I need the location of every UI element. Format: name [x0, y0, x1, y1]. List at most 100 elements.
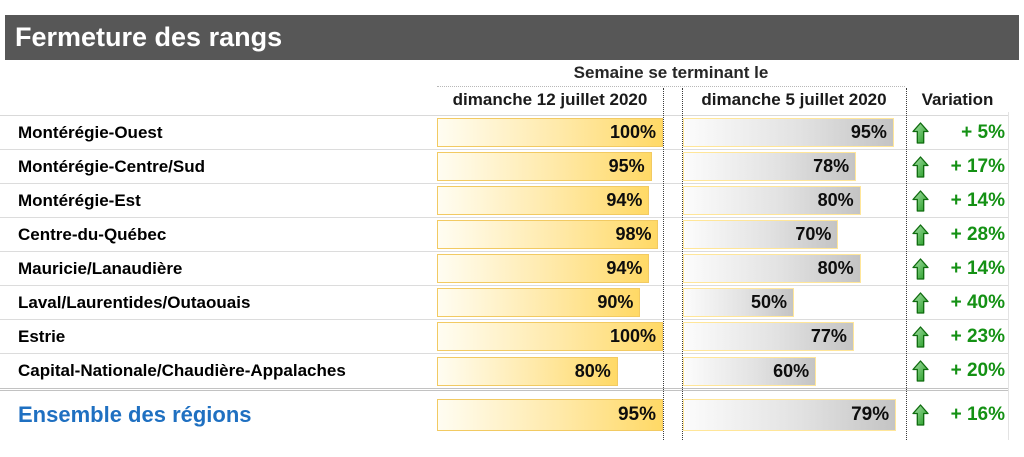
current-week-cell: 90% — [437, 286, 663, 319]
green-up-arrow-icon — [912, 291, 929, 314]
region-label: Montérégie-Est — [18, 190, 141, 210]
previous-week-databar: 77% — [683, 322, 854, 351]
table-right-border — [1008, 112, 1009, 440]
current-week-value: 95% — [617, 403, 656, 425]
previous-week-databar: 78% — [683, 152, 857, 181]
table-row: Montérégie-Centre/Sud 95% 78% — [0, 150, 1009, 184]
previous-week-cell: 80% — [683, 184, 905, 217]
current-week-value: 95% — [608, 156, 645, 176]
previous-week-value: 50% — [750, 292, 787, 312]
current-week-cell: 95% — [437, 391, 663, 438]
previous-week-cell: 78% — [683, 150, 905, 183]
column-header-previous-week: dimanche 5 juillet 2020 — [701, 90, 887, 109]
week-group-header: Semaine se terminant le — [437, 63, 905, 87]
current-week-cell: 100% — [437, 116, 663, 149]
table-row: Mauricie/Lanaudière 94% 80% — [0, 252, 1009, 286]
column-header-variation: Variation — [921, 90, 994, 109]
current-week-databar: 95% — [437, 152, 652, 181]
variation-cell: + 16% — [909, 391, 1009, 438]
previous-week-databar: 60% — [683, 356, 817, 386]
previous-week-value: 80% — [817, 258, 854, 278]
region-label: Montérégie-Ouest — [18, 122, 163, 142]
current-week-value: 100% — [609, 122, 656, 142]
variation-value: + 28% — [950, 223, 1005, 245]
variation-value: + 40% — [950, 291, 1005, 313]
variation-cell: + 5% — [909, 116, 1009, 149]
region-label: Laval/Laurentides/Outaouais — [18, 292, 251, 312]
current-week-value: 94% — [606, 258, 643, 278]
previous-week-databar: 80% — [683, 186, 861, 215]
current-week-cell: 94% — [437, 252, 663, 285]
green-up-arrow-icon — [912, 155, 929, 178]
table-row: Montérégie-Ouest 100% 95% — [0, 116, 1009, 150]
previous-week-value: 95% — [850, 122, 887, 142]
variation-cell: + 17% — [909, 150, 1009, 183]
previous-week-cell: 95% — [683, 116, 905, 149]
region-label: Estrie — [18, 326, 66, 346]
current-week-databar: 94% — [437, 186, 650, 215]
previous-week-cell: 79% — [683, 391, 905, 438]
previous-week-databar: 50% — [683, 288, 794, 317]
current-week-databar: 100% — [437, 118, 663, 147]
region-label: Mauricie/Lanaudière — [18, 258, 183, 278]
previous-week-value: 80% — [817, 190, 854, 210]
variation-value: + 20% — [950, 360, 1005, 381]
variation-cell: + 40% — [909, 286, 1009, 319]
current-week-value: 90% — [597, 292, 634, 312]
variation-cell: + 28% — [909, 218, 1009, 251]
previous-week-cell: 77% — [683, 320, 905, 353]
previous-week-databar: 95% — [683, 118, 894, 147]
variation-cell: + 20% — [909, 354, 1009, 388]
previous-week-databar: 80% — [683, 254, 861, 283]
column-header-current-week: dimanche 12 juillet 2020 — [452, 90, 648, 109]
previous-week-cell: 70% — [683, 218, 905, 251]
current-week-value: 100% — [609, 326, 656, 346]
current-week-databar: 95% — [437, 398, 663, 431]
region-label: Montérégie-Centre/Sud — [18, 156, 206, 176]
current-week-cell: 100% — [437, 320, 663, 353]
region-label: Centre-du-Québec — [18, 224, 167, 244]
variation-cell: + 14% — [909, 252, 1009, 285]
previous-week-value: 78% — [813, 156, 850, 176]
green-up-arrow-icon — [912, 121, 929, 144]
current-week-databar: 94% — [437, 254, 650, 283]
table-row: Estrie 100% 77% + 23% — [0, 320, 1009, 354]
region-label: Ensemble des régions — [18, 401, 252, 427]
green-up-arrow-icon — [912, 223, 929, 246]
page-title: Fermeture des rangs — [15, 22, 283, 52]
current-week-value: 98% — [615, 224, 652, 244]
variation-value: + 23% — [950, 325, 1005, 347]
current-week-cell: 94% — [437, 184, 663, 217]
table-row: Centre-du-Québec 98% 70% + — [0, 218, 1009, 252]
current-week-cell: 98% — [437, 218, 663, 251]
current-week-databar: 98% — [437, 220, 659, 249]
previous-week-value: 70% — [795, 224, 832, 244]
title-bar: Fermeture des rangs — [5, 15, 1019, 60]
table-row: Montérégie-Est 94% 80% + 1 — [0, 184, 1009, 218]
region-label: Capital-Nationale/Chaudière-Appalaches — [18, 361, 346, 380]
variation-cell: + 23% — [909, 320, 1009, 353]
current-week-cell: 95% — [437, 150, 663, 183]
current-week-databar: 100% — [437, 322, 663, 351]
variation-value: + 5% — [961, 121, 1005, 143]
table-row: Ensemble des régions 95% 79% — [0, 388, 1009, 438]
previous-week-value: 79% — [851, 403, 890, 425]
previous-week-cell: 50% — [683, 286, 905, 319]
table-row: Capital-Nationale/Chaudière-Appalaches 8… — [0, 354, 1009, 388]
table-row: Laval/Laurentides/Outaouais 90% 50% — [0, 286, 1009, 320]
previous-week-cell: 80% — [683, 252, 905, 285]
previous-week-databar: 79% — [683, 398, 897, 431]
dashed-separator-1 — [663, 88, 664, 440]
previous-week-value: 60% — [773, 360, 810, 381]
current-week-value: 94% — [606, 190, 643, 210]
table-rows: Montérégie-Ouest 100% 95% — [0, 115, 1009, 438]
previous-week-databar: 70% — [683, 220, 839, 249]
green-up-arrow-icon — [912, 403, 929, 426]
green-up-arrow-icon — [912, 360, 929, 382]
dashed-separator-2 — [682, 88, 683, 440]
previous-week-cell: 60% — [683, 354, 905, 388]
variation-value: + 14% — [950, 257, 1005, 279]
variation-cell: + 14% — [909, 184, 1009, 217]
current-week-value: 80% — [574, 360, 611, 381]
